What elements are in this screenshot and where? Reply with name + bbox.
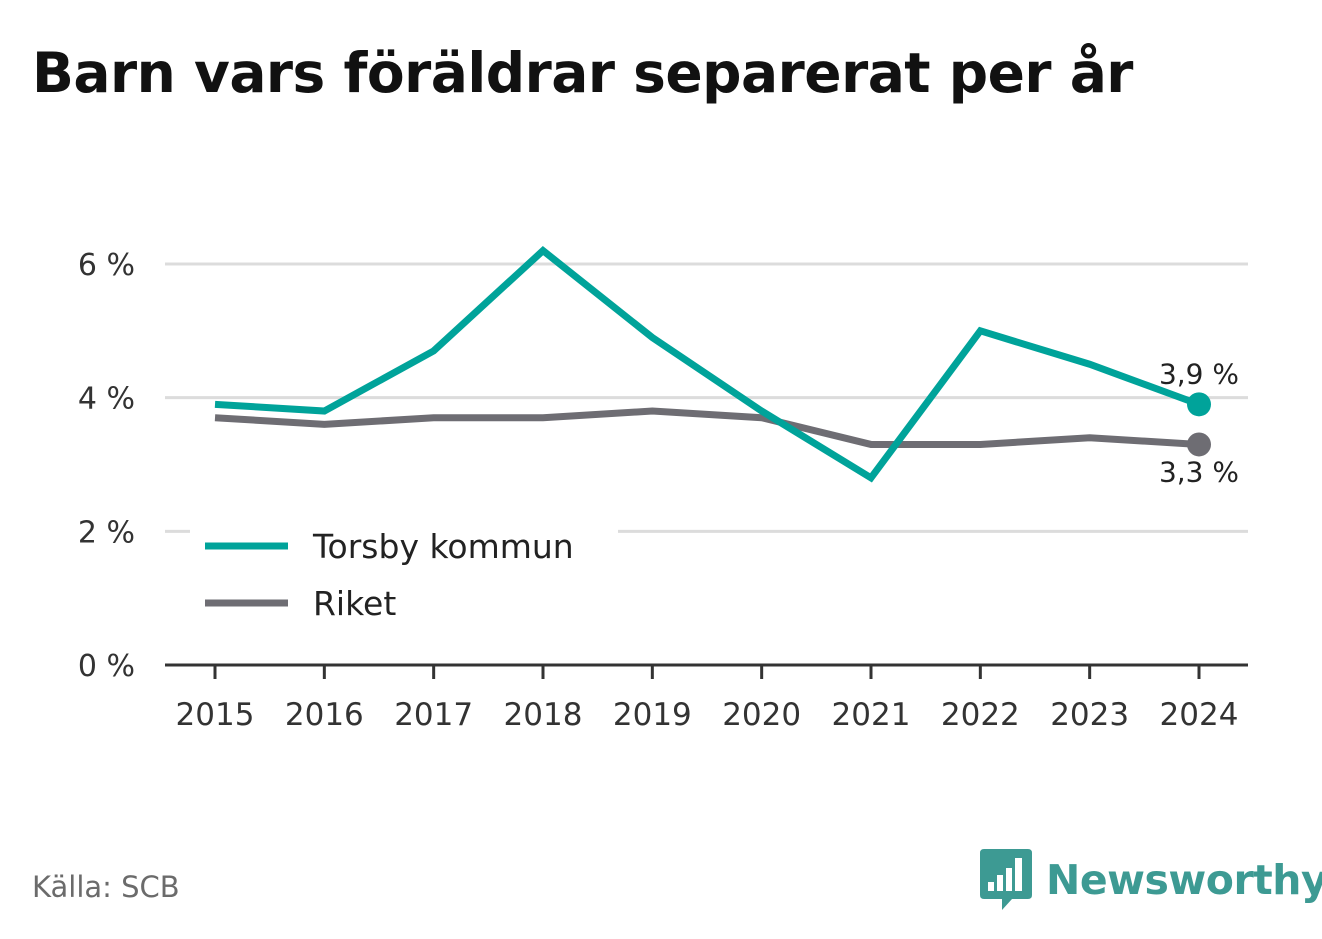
series-line [214,246,1201,483]
x-tick-label: 2023 [1050,697,1129,733]
x-tick-label: 2015 [176,697,255,733]
x-tick-label: 2019 [613,697,692,733]
brand-name: Newsworthy [1046,856,1322,904]
bar-chart-speech-bubble-icon [980,849,1032,910]
y-tick-label: 4 % [78,382,135,417]
x-tick-label: 2017 [394,697,473,733]
x-tick-label: 2016 [285,697,364,733]
chart-title: Barn vars föräldrar separerat per år [32,41,1133,105]
end-value-label: 3,3 % [1159,455,1239,488]
x-tick-label: 2020 [722,697,801,733]
legend-label: Riket [313,584,396,623]
y-tick-label: 0 % [78,649,135,684]
y-tick-label: 2 % [78,515,135,550]
end-value-label: 3,9 % [1159,357,1239,390]
x-tick-label: 2024 [1160,697,1239,733]
source-label: Källa: SCB [32,870,180,904]
brand-logo[interactable]: Newsworthy [980,848,1322,912]
series-end-marker [1187,392,1211,417]
series-line [214,407,1200,448]
legend-label: Torsby kommun [312,527,574,566]
x-tick-label: 2021 [832,697,911,733]
x-tick-label: 2018 [504,697,583,733]
y-tick-label: 6 % [78,248,135,283]
series-end-marker [1187,432,1211,457]
x-tick-label: 2022 [941,697,1020,733]
legend-box [190,518,618,638]
